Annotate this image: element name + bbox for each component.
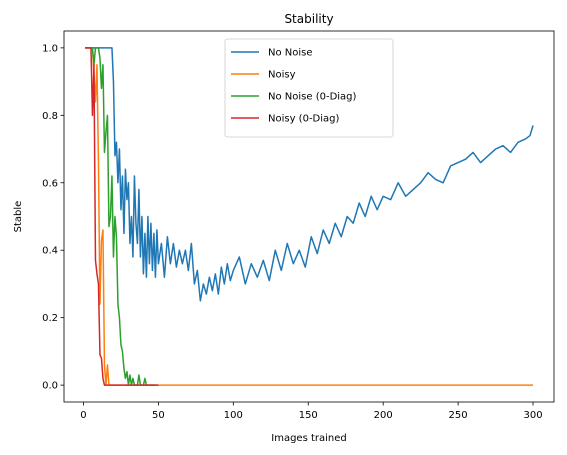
y-tick-label: 0.6 [42,178,58,189]
y-axis-title: Stable [13,201,24,233]
chart-title: Stability [284,12,333,26]
series-layer [84,47,534,386]
legend-label: No Noise (0-Diag) [268,92,357,103]
y-tick-label: 0.8 [42,111,58,122]
series-line-no-noise-0-diag [84,47,156,386]
legend-label: Noisy (0-Diag) [268,114,340,125]
x-tick-label: 250 [449,410,468,421]
x-tick-label: 0 [80,410,86,421]
x-tick-label: 150 [299,410,318,421]
x-tick-label: 100 [224,410,243,421]
y-tick-label: 0.2 [42,313,58,324]
x-tick-label: 300 [523,410,542,421]
legend-frame [224,38,394,138]
series-line-noisy-0-diag [84,47,159,386]
plot-frame [63,30,555,403]
axes: 0 50 100 150 200 250 300 0.0 0.2 0.4 0.6 0.8 1.0 [42,43,542,421]
x-tick-label: 50 [152,410,165,421]
y-tick-label: 0.4 [42,246,58,257]
y-tick-label: 0.0 [42,381,58,392]
x-tick-label: 200 [374,410,393,421]
legend-label: No Noise [268,48,313,59]
legend-label: Noisy [268,70,296,81]
series-line-no-noise [84,47,534,302]
y-tick-label: 1.0 [42,43,58,54]
x-axis-title: Images trained [271,433,346,444]
legend: No Noise Noisy No Noise (0-Diag) Noisy (0-D… [224,38,394,138]
